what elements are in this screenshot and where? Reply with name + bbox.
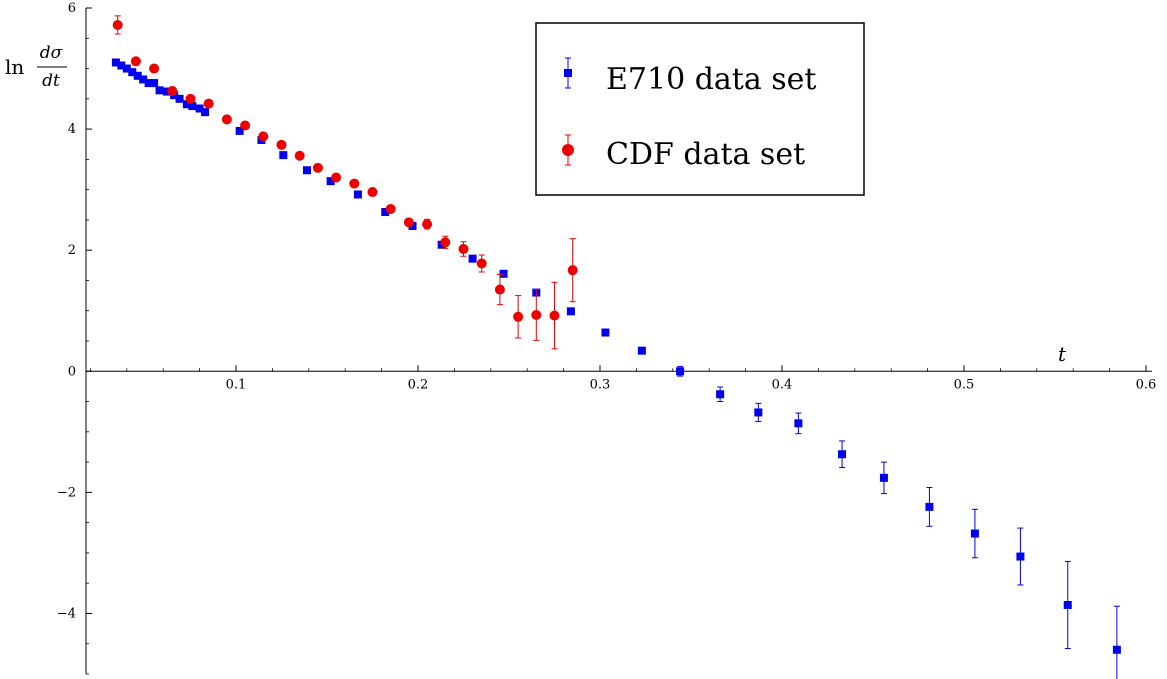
cdf-point <box>458 243 469 254</box>
e710-point <box>754 408 763 417</box>
y-tick-label: 4 <box>68 122 76 137</box>
y-tick-label: 6 <box>68 1 76 16</box>
e710-point <box>468 254 477 263</box>
cdf-point <box>567 265 578 276</box>
e710-point <box>326 177 335 186</box>
legend-marker-cdf <box>562 134 574 166</box>
y-axis-label-denominator: dt <box>42 71 60 91</box>
e710-point <box>188 102 197 111</box>
cdf-point <box>367 187 378 198</box>
e710-point <box>117 61 126 70</box>
legend-label-cdf: CDF data set <box>606 137 805 172</box>
cdf-point <box>112 19 123 30</box>
series-cdf <box>112 15 578 350</box>
e710-point <box>838 450 847 459</box>
e710-point <box>235 126 244 135</box>
cdf-point <box>312 162 323 173</box>
cdf-point <box>130 56 141 67</box>
error-bar <box>1113 605 1120 679</box>
cdf-point <box>221 114 232 125</box>
x-tick-label: 0.5 <box>954 377 975 392</box>
y-axis-label-numerator: dσ <box>40 43 63 63</box>
e710-point <box>144 79 153 88</box>
cdf-point <box>167 85 178 96</box>
cdf-point <box>240 120 251 131</box>
cdf-point <box>203 98 214 109</box>
cdf-point <box>531 309 542 320</box>
legend-marker-shape <box>562 144 574 156</box>
cdf-point <box>385 204 396 215</box>
cdf-point <box>276 139 287 150</box>
e710-point <box>353 190 362 199</box>
e710-point <box>381 208 390 217</box>
e710-point <box>601 328 610 337</box>
cdf-point <box>294 150 305 161</box>
e710-point <box>925 502 934 511</box>
e710-point <box>201 108 210 117</box>
e710-point <box>637 346 646 355</box>
e710-point <box>175 94 184 103</box>
cdf-point <box>149 63 160 74</box>
y-tick-label: −2 <box>57 485 76 500</box>
e710-point <box>879 473 888 482</box>
y-tick-label: 2 <box>68 243 76 258</box>
y-tick-label: −4 <box>57 606 76 621</box>
e710-point <box>408 221 417 230</box>
x-tick-label: 0.1 <box>226 377 247 392</box>
e710-point <box>499 269 508 278</box>
e710-point <box>133 71 142 80</box>
e710-point <box>566 307 575 316</box>
cdf-point <box>185 93 196 104</box>
e710-point <box>182 100 191 109</box>
e710-point <box>122 64 131 73</box>
e710-point <box>128 68 137 77</box>
e710-point <box>111 58 120 67</box>
e710-point <box>676 367 685 376</box>
x-axis-label: t <box>1058 342 1067 366</box>
y-tick-label: 0 <box>68 364 76 379</box>
legend-label-e710: E710 data set <box>606 62 816 97</box>
cdf-point <box>476 258 487 269</box>
legend-marker-e710 <box>564 57 572 89</box>
cdf-point <box>349 178 360 189</box>
e710-point <box>139 75 148 84</box>
axes: 0.1 0.2 0.3 0.4 0.5 0.6 −4 −2 0 2 4 6 <box>57 1 1156 675</box>
legend-item-e710: E710 data set <box>564 57 816 97</box>
x-tick-label: 0.2 <box>408 377 429 392</box>
e710-point <box>155 86 164 95</box>
legend-item-cdf: CDF data set <box>562 134 805 172</box>
e710-point <box>970 529 979 538</box>
x-tick-label: 0.6 <box>1136 377 1157 392</box>
e710-point <box>162 87 171 96</box>
cdf-point <box>258 131 269 142</box>
e710-point <box>302 166 311 175</box>
cdf-point <box>403 217 414 228</box>
x-tick-label: 0.4 <box>772 377 793 392</box>
cdf-point <box>494 284 505 295</box>
e710-point <box>195 104 204 113</box>
cdf-point <box>440 237 451 248</box>
y-ticks: −4 −2 0 2 4 6 <box>57 1 92 675</box>
e710-point <box>150 79 159 88</box>
cdf-point <box>422 219 433 230</box>
legend-box <box>535 22 865 196</box>
legend-marker-shape <box>564 69 572 77</box>
x-tick-label: 0.3 <box>590 377 611 392</box>
y-axis-label: ln dσ dt <box>5 43 67 91</box>
x-ticks: 0.1 0.2 0.3 0.4 0.5 0.6 <box>90 365 1156 392</box>
e710-point <box>716 390 725 399</box>
e710-point <box>1112 645 1121 654</box>
e710-point <box>1016 552 1025 561</box>
e710-point <box>279 151 288 160</box>
legend: E710 data set CDF data set <box>535 22 865 196</box>
e710-point <box>1063 600 1072 609</box>
y-axis-label-prefix: ln <box>5 55 24 79</box>
cdf-point <box>513 311 524 322</box>
e710-point <box>794 419 803 428</box>
series-e710 <box>111 58 1121 679</box>
cdf-point <box>549 310 560 321</box>
cdf-point <box>331 172 342 183</box>
